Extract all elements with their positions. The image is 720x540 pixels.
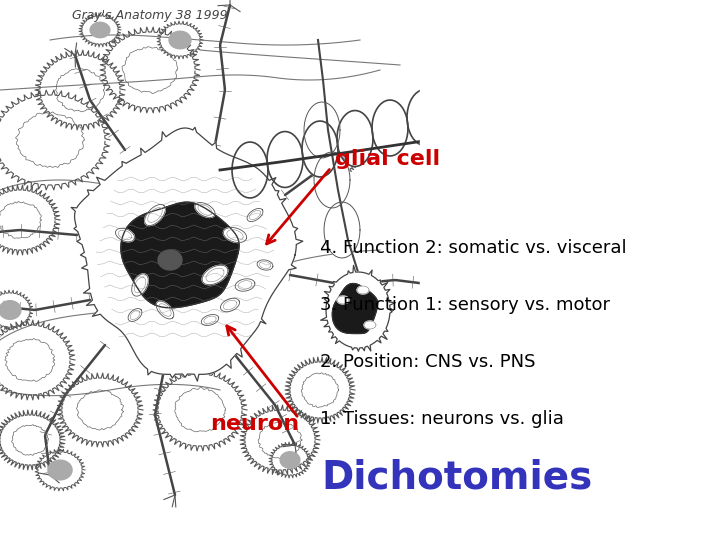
Polygon shape — [240, 405, 320, 475]
Polygon shape — [247, 208, 263, 221]
Polygon shape — [100, 27, 200, 113]
Polygon shape — [128, 308, 142, 321]
Polygon shape — [232, 142, 268, 198]
Polygon shape — [320, 265, 395, 351]
Polygon shape — [357, 286, 369, 294]
Polygon shape — [333, 284, 378, 334]
Polygon shape — [145, 205, 166, 226]
Polygon shape — [71, 127, 303, 381]
Polygon shape — [269, 442, 311, 478]
Polygon shape — [156, 301, 174, 319]
Text: neuron: neuron — [210, 414, 299, 434]
Polygon shape — [314, 152, 350, 208]
Polygon shape — [0, 410, 65, 470]
Polygon shape — [337, 296, 349, 304]
Bar — [420, 0, 720, 540]
Polygon shape — [35, 449, 85, 491]
Polygon shape — [0, 290, 33, 330]
Polygon shape — [157, 21, 203, 59]
Polygon shape — [322, 145, 358, 175]
Polygon shape — [0, 185, 60, 255]
Text: Gray's Anatomy 38 1999: Gray's Anatomy 38 1999 — [72, 9, 228, 22]
Polygon shape — [332, 153, 348, 167]
Polygon shape — [48, 460, 72, 480]
Polygon shape — [364, 321, 376, 329]
Polygon shape — [115, 228, 135, 242]
Polygon shape — [372, 100, 408, 156]
Polygon shape — [195, 202, 215, 218]
Polygon shape — [267, 132, 303, 187]
Text: 1. Tissues: neurons vs. glia: 1. Tissues: neurons vs. glia — [320, 409, 564, 428]
Polygon shape — [57, 373, 143, 447]
Polygon shape — [158, 250, 182, 270]
Polygon shape — [202, 314, 219, 326]
Polygon shape — [324, 202, 360, 258]
Polygon shape — [79, 13, 121, 47]
Text: glial cell: glial cell — [335, 149, 440, 170]
Text: 2. Position: CNS vs. PNS: 2. Position: CNS vs. PNS — [320, 353, 536, 371]
Polygon shape — [280, 452, 300, 468]
Polygon shape — [257, 260, 273, 270]
Text: Dichotomies: Dichotomies — [322, 459, 593, 497]
Polygon shape — [285, 357, 355, 423]
Polygon shape — [132, 274, 148, 296]
Polygon shape — [0, 301, 21, 319]
Polygon shape — [223, 227, 247, 242]
Polygon shape — [407, 90, 443, 145]
Polygon shape — [121, 202, 239, 308]
Polygon shape — [304, 102, 340, 158]
Text: 3. Function 1: sensory vs. motor: 3. Function 1: sensory vs. motor — [320, 296, 611, 314]
Polygon shape — [0, 320, 75, 400]
Polygon shape — [202, 265, 228, 285]
Polygon shape — [35, 50, 125, 130]
Polygon shape — [90, 22, 110, 38]
Text: 4. Function 2: somatic vs. visceral: 4. Function 2: somatic vs. visceral — [320, 239, 627, 258]
Polygon shape — [0, 90, 110, 190]
Polygon shape — [220, 298, 240, 312]
Polygon shape — [337, 111, 373, 166]
Polygon shape — [153, 369, 247, 451]
Polygon shape — [235, 279, 255, 291]
Polygon shape — [302, 121, 338, 177]
Polygon shape — [169, 31, 191, 49]
